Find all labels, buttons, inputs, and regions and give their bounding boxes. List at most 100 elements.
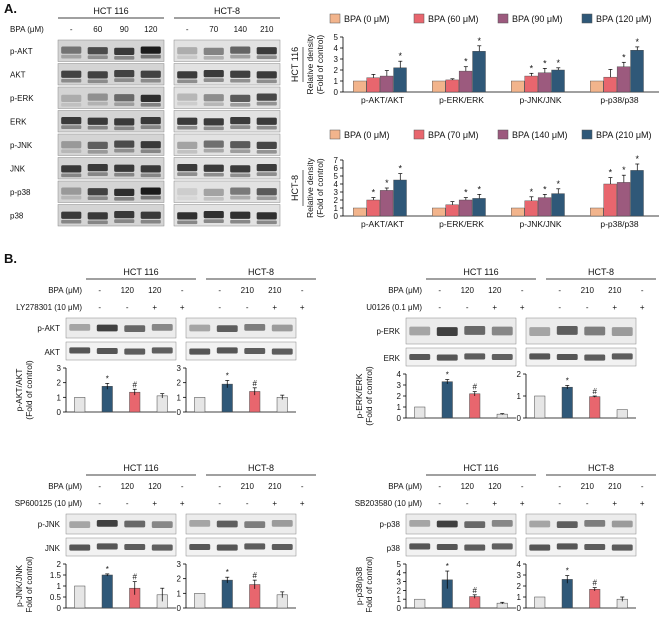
lane-conc: 120 [461,286,475,295]
lane-conc: - [98,482,101,491]
blot-hct116-row-band [114,56,135,60]
blot-phospho-hct8-band [584,326,606,336]
y-tick-label: 3 [57,364,62,373]
significance-mark: * [557,179,561,189]
blot-hct8-row-band [177,71,198,79]
bar-0 [534,395,546,419]
legend-swatch [329,13,341,24]
significance-mark: # [593,387,598,396]
blot-phospho-hct116-band [491,326,513,336]
blot-hct8-row-band [230,165,251,173]
blot-hct116-row-band [114,148,135,153]
y-tick-label: 6 [334,164,339,173]
lane-inhibitor: - [438,303,441,312]
bar-3 [276,397,288,413]
bar-1 [441,381,453,419]
blot-hct8-row-band [203,164,224,172]
blot-total-hct8-band [271,543,293,551]
blot-hct8-row-band [203,69,224,78]
bar-3-1 [603,183,617,217]
significance-mark: * [478,184,482,194]
significance-mark: * [609,168,613,178]
y-tick-label: 2 [397,586,402,595]
lane-conc-left: 90 [120,25,129,34]
blot-header-hct8: HCT-8 [214,6,240,16]
sub-header-hct116: HCT 116 [123,267,158,277]
panel-a-label: A. [4,1,17,16]
blot-total-hct8 [185,537,297,557]
inhibitor-label: SB203580 (10 μM) [355,499,423,508]
significance-mark: * [566,567,569,576]
legend-label: BPA (0 μM) [344,130,390,140]
y-tick-label: 0 [397,414,402,423]
y-tick-label: 2 [517,370,522,379]
lane-inhibitor: + [300,303,305,312]
y-tick-label: 1 [517,392,522,401]
blot-total-hct116 [65,341,177,361]
y-tick-label: 0 [177,408,182,417]
blot-phospho-hct116-band [436,520,458,528]
lane-inhibitor: + [152,499,157,508]
blot-hct8-row-band [203,197,224,201]
legend-label: BPA (210 μM) [596,130,652,140]
blot-row-label: ERK [10,117,27,126]
bar-0-3 [393,179,407,217]
blot-hct116-row [57,110,165,133]
blot-hct8-row-band [256,141,277,150]
chart-ylabel-unit: (Fold of control) [24,360,34,420]
lane-conc: 210 [241,482,255,491]
blot-total-hct8-band [584,543,606,551]
significance-mark: * [464,188,468,198]
blot-hct116-row-band [114,78,135,82]
bar-1 [561,386,573,419]
bar-2 [129,391,141,413]
y-tick-label: 7 [334,156,339,165]
y-tick-label: 4 [334,44,339,53]
bar-1 [221,383,233,413]
significance-mark: * [530,187,534,197]
blot-phospho-hct8-band [556,325,578,335]
blot-hct8-row-band [256,172,277,176]
blot-hct8-row-band [203,102,224,107]
blot-hct116-row-band [114,219,135,223]
bar-1-2 [458,199,473,217]
blot-total-hct116-band [491,543,513,550]
y-tick-label: 2 [397,392,402,401]
blot-hct8-row-band [256,79,277,84]
blot-hct8-row-band [177,101,198,106]
bar-1-3 [472,51,486,93]
blot-row-label: p-ERK [10,94,34,103]
lane-conc: - [181,286,184,295]
y-tick-label: 1 [517,593,522,602]
y-tick-label: 3 [334,55,339,64]
blot-hct8-row-band [256,71,277,79]
blot-hct116-row-band [61,211,82,219]
blot-hct8-row-band [230,211,251,219]
significance-mark: # [473,586,478,595]
lane-conc: - [558,286,561,295]
y-tick-label: 5 [334,33,339,42]
legend-swatch [497,13,509,24]
blot-total-hct116-band [409,353,431,361]
bar-0-0 [353,80,367,93]
blot-hct116-row-band [114,188,135,197]
blot-total-hct8 [525,537,637,557]
blot-hct116-row-band [140,165,161,173]
blot-phospho-hct8-band [611,520,633,528]
blot-hct116-row-band [87,196,108,201]
blot-hct116-row-band [114,172,135,177]
lane-conc: - [438,482,441,491]
significance-mark: * [385,178,389,188]
y-tick-label: 0 [57,408,62,417]
blot-hct8-row-band [203,56,224,60]
lane-conc: 210 [268,286,282,295]
blot-total-hct8-band [529,353,551,360]
significance-mark: * [530,63,534,73]
blot-hct116-row-band [140,195,161,200]
blot-phospho-hct116-band [96,324,118,332]
blot-hct116-row-band [140,78,161,83]
lane-conc: 120 [121,286,135,295]
blot-hct116-row-band [140,46,161,54]
bar-0 [414,598,426,609]
